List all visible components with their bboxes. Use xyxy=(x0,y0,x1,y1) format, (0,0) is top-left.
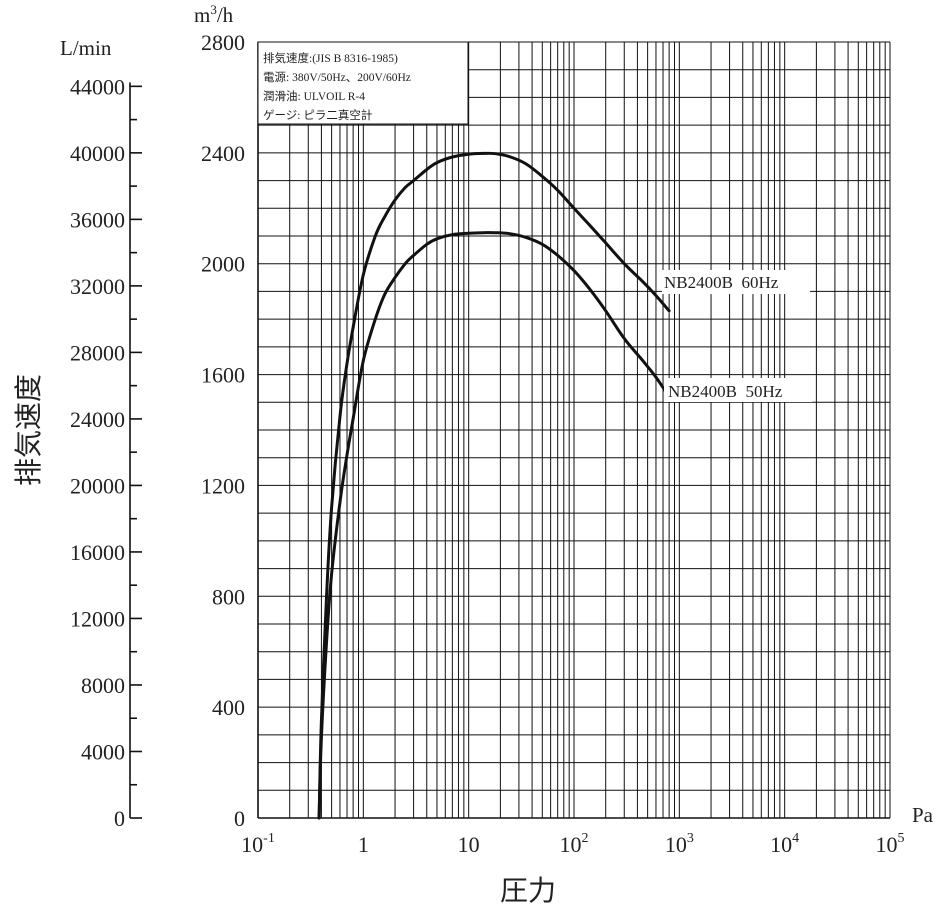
y-tick-label: 0 xyxy=(234,806,245,831)
y-tick-label: 2800 xyxy=(201,30,245,55)
x-tick-label: 102 xyxy=(560,831,589,857)
secondary-y-tick-label: 40000 xyxy=(70,141,125,166)
info-box: 排気速度:(JIS B 8316-1985) 電源: 380V/50Hz、200… xyxy=(257,41,469,125)
secondary-y-tick-label: 44000 xyxy=(70,74,125,99)
series-label-60hz: NB2400B 60Hz xyxy=(664,273,779,292)
secondary-y-tick-label: 0 xyxy=(114,806,125,831)
series-label-bg xyxy=(664,378,812,402)
secondary-y-tick-label: 24000 xyxy=(70,407,125,432)
series-line-60hz xyxy=(317,151,671,820)
y-tick-label: 2000 xyxy=(201,252,245,277)
axes xyxy=(129,42,890,819)
secondary-y-tick-label: 4000 xyxy=(81,739,125,764)
x-axis-title: 圧力 xyxy=(500,875,556,907)
series-label-bg xyxy=(662,270,810,294)
y-axis-title: 排気速度 xyxy=(13,374,45,486)
x-tick-label: 105 xyxy=(876,831,905,857)
secondary-y-tick-label: 8000 xyxy=(81,673,125,698)
x-axis-unit: Pa xyxy=(912,803,934,827)
x-tick-label: 1 xyxy=(358,832,369,857)
x-tick-label: 104 xyxy=(770,831,799,857)
series-label-50hz: NB2400B 50Hz xyxy=(668,382,783,401)
y-axis-unit-secondary: L/min xyxy=(60,36,112,60)
secondary-y-tick-label: 12000 xyxy=(70,606,125,631)
x-tick-label: 10 xyxy=(458,832,480,857)
secondary-y-tick-label: 16000 xyxy=(70,540,125,565)
secondary-y-tick-label: 20000 xyxy=(70,473,125,498)
secondary-y-tick-label: 28000 xyxy=(70,340,125,365)
x-tick-label: 103 xyxy=(665,831,694,857)
info-line: 電源: 380V/50Hz、200V/60Hz xyxy=(263,70,411,84)
x-tick-label: 10-1 xyxy=(241,831,275,857)
y-tick-label: 800 xyxy=(212,584,245,609)
info-line: 排気速度:(JIS B 8316-1985) xyxy=(263,51,398,65)
grid-lines xyxy=(258,41,891,818)
info-line: ゲージ: ピラ二真空計 xyxy=(263,108,372,122)
info-line: 潤滑油: ULVOIL R-4 xyxy=(263,89,365,103)
series-line-50hz xyxy=(317,231,671,820)
series-curves xyxy=(317,151,671,820)
info-box-frame xyxy=(257,41,469,125)
secondary-y-tick-label: 36000 xyxy=(70,207,125,232)
y-tick-label: 1200 xyxy=(201,473,245,498)
y-tick-label: 2400 xyxy=(201,141,245,166)
y-axis-unit-primary: m3/h xyxy=(194,2,234,27)
secondary-y-tick-label: 32000 xyxy=(70,274,125,299)
tick-labels: 0400800120016002000240028000400080001200… xyxy=(70,30,905,857)
y-tick-label: 1600 xyxy=(201,363,245,388)
y-tick-label: 400 xyxy=(212,695,245,720)
